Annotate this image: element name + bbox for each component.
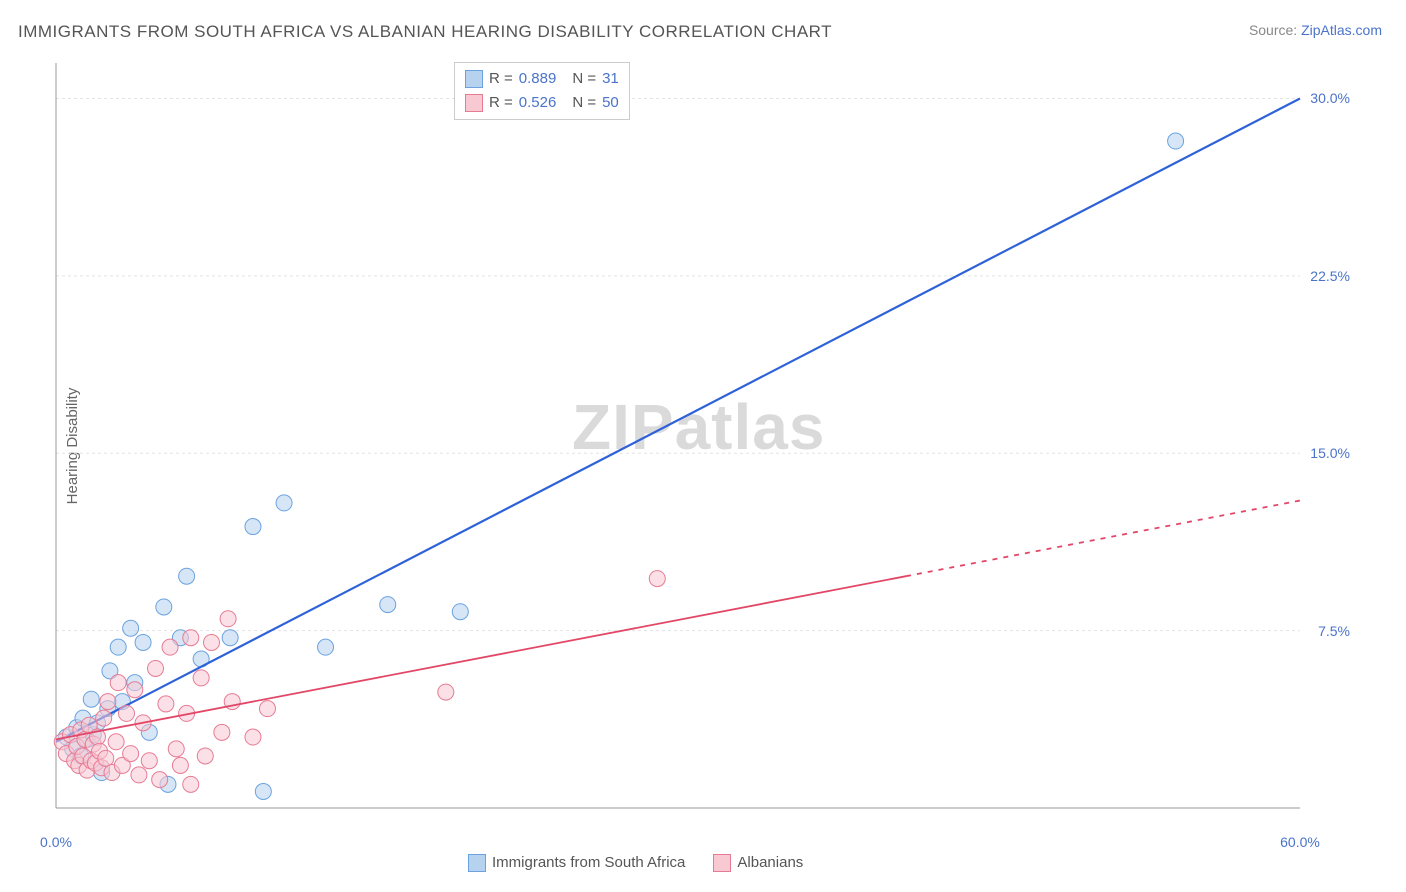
data-point [127,682,143,698]
data-point [123,746,139,762]
data-point [158,696,174,712]
chart-title: IMMIGRANTS FROM SOUTH AFRICA VS ALBANIAN… [18,22,832,42]
correlation-scatter-plot [50,55,1350,830]
data-point [276,495,292,511]
data-point [183,630,199,646]
legend-row: R =0.889 N =31 [465,67,619,91]
data-point [131,767,147,783]
data-point [318,639,334,655]
data-point [110,675,126,691]
data-point [83,691,99,707]
legend-row: Albanians [713,851,803,875]
legend-swatch [468,854,486,872]
data-point [118,705,134,721]
stats-legend: R =0.889 N =31 R =0.526 N =50 [454,62,630,120]
legend-r-label: R = [489,91,513,115]
legend-row: R =0.526 N =50 [465,91,619,115]
legend-n-value: 31 [602,67,619,91]
data-point [156,599,172,615]
legend-r-value: 0.889 [519,67,557,91]
data-point [222,630,238,646]
legend-n-label: N = [572,91,596,115]
data-point [214,724,230,740]
data-point [172,757,188,773]
data-point [438,684,454,700]
data-point [141,753,157,769]
data-point [380,597,396,613]
data-point [452,604,468,620]
data-point [245,729,261,745]
data-point [98,750,114,766]
data-point [1168,133,1184,149]
x-tick-label: 60.0% [1280,834,1320,850]
data-point [148,660,164,676]
legend-swatch [465,94,483,112]
data-point [183,776,199,792]
data-point [100,694,116,710]
data-point [162,639,178,655]
data-point [220,611,236,627]
data-point [204,634,220,650]
legend-swatch [465,70,483,88]
data-point [152,772,168,788]
y-tick-label: 15.0% [1310,445,1350,461]
data-point [649,571,665,587]
source-attribution: Source: ZipAtlas.com [1249,22,1382,38]
data-point [179,568,195,584]
data-point [259,701,275,717]
trend-line-extrapolated [906,501,1300,577]
data-point [108,734,124,750]
trend-line [56,576,906,739]
source-label: Source: [1249,22,1301,38]
data-point [255,783,271,799]
legend-swatch [713,854,731,872]
legend-series-name: Immigrants from South Africa [492,851,685,875]
data-point [245,519,261,535]
legend-r-label: R = [489,67,513,91]
x-tick-label: 0.0% [40,834,72,850]
legend-row: Immigrants from South Africa [468,851,685,875]
source-link[interactable]: ZipAtlas.com [1301,22,1382,38]
data-point [168,741,184,757]
legend-r-value: 0.526 [519,91,557,115]
legend-n-value: 50 [602,91,619,115]
legend-n-label: N = [572,67,596,91]
legend-series-name: Albanians [737,851,803,875]
trend-line [56,98,1300,741]
y-tick-label: 22.5% [1310,268,1350,284]
data-point [193,670,209,686]
series-legend: Immigrants from South Africa Albanians [468,851,803,875]
data-point [110,639,126,655]
data-point [197,748,213,764]
y-tick-label: 30.0% [1310,90,1350,106]
data-point [96,710,112,726]
y-tick-label: 7.5% [1318,623,1350,639]
data-point [123,620,139,636]
data-point [135,634,151,650]
